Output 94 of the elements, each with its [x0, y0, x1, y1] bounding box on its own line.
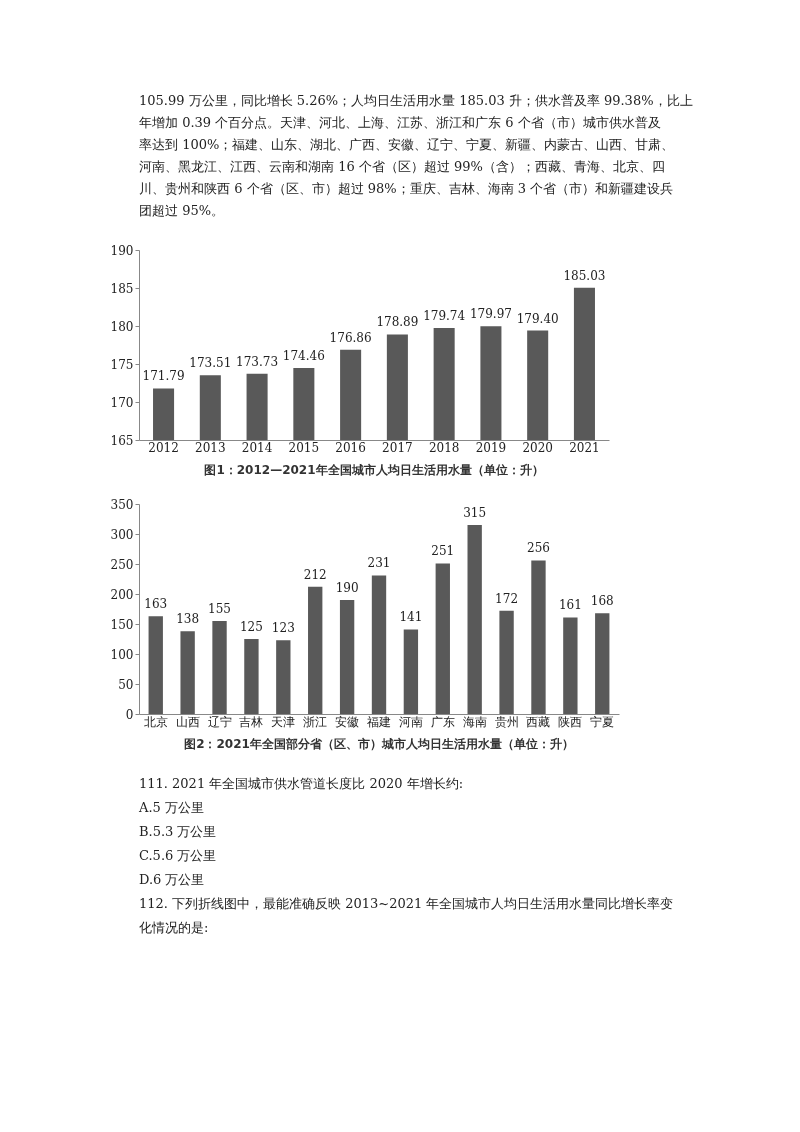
data-label: 163 [144, 597, 168, 612]
x-tick-label: 广东 [430, 714, 455, 729]
data-label: 179.97 [469, 307, 512, 322]
x-tick-label: 陕西 [558, 714, 583, 729]
bar [212, 621, 227, 714]
data-label: 168 [590, 594, 614, 609]
bar [467, 525, 482, 714]
x-tick-label: 西藏 [526, 714, 551, 729]
bar [403, 629, 419, 714]
y-tick-label: 0 [125, 707, 134, 722]
x-tick-label: 天津 [271, 714, 296, 729]
x-tick-label: 安徽 [335, 714, 360, 729]
x-tick-label: 2018 [428, 440, 460, 455]
text: 河南、黑龙江、江西、云南和湖南 16 个省（区）超过 99%（含）；西藏、青海、北京、四 [139, 159, 665, 174]
x-tick-label: 2019 [475, 440, 507, 455]
data-label: 174.46 [282, 349, 325, 364]
data-label: 231 [367, 556, 391, 571]
bar [563, 617, 578, 714]
x-tick-label: 2015 [288, 440, 320, 455]
data-label: 161 [558, 598, 582, 613]
x-tick-label: 山西 [175, 714, 200, 729]
x-tick-label: 河南 [398, 714, 423, 729]
x-tick-label: 福建 [367, 714, 391, 729]
x-tick-label: 吉林 [239, 714, 264, 729]
data-label: 256 [527, 541, 550, 556]
text: A.5 万公里 [138, 800, 204, 815]
x-tick-label: 海南 [462, 714, 487, 729]
text: C.5.6 万公里 [139, 848, 217, 863]
y-tick-label: 165 [110, 433, 134, 448]
bar [371, 575, 387, 714]
data-label: 212 [303, 567, 327, 582]
data-label: 125 [239, 620, 263, 634]
y-tick-label: 185 [110, 281, 134, 296]
bar [595, 613, 610, 714]
y-tick-label: 150 [110, 617, 134, 632]
x-tick-label: 2017 [382, 440, 413, 455]
text: D.6 万公里 [139, 872, 205, 887]
y-tick-label: 100 [110, 647, 134, 662]
x-tick-label: 2021 [569, 440, 600, 455]
data-label: 178.89 [376, 315, 419, 330]
y-tick-label: 170 [110, 395, 134, 410]
data-label: 173.73 [236, 354, 279, 369]
text: 化情况的是: [139, 920, 209, 935]
y-tick-label: 250 [110, 557, 134, 572]
data-label: 171.79 [142, 369, 185, 384]
text: 105.99 万公里，同比增长 5.26%；人均日生活用水量 185.03 升；供水普及率 99.38%，比上 [139, 93, 693, 108]
data-label: 155 [208, 602, 231, 616]
data-label: 179.74 [423, 308, 466, 323]
data-label: 179.40 [516, 311, 559, 326]
x-tick-label: 北京 [143, 714, 168, 729]
bar [339, 600, 355, 714]
text: 图1：2012—2021年全国城市人均日生活用水量（单位：升） [204, 463, 544, 477]
data-label: 123 [271, 621, 295, 636]
x-tick-label: 2016 [335, 440, 366, 455]
y-tick-label: 200 [110, 587, 134, 602]
x-tick-label: 贵州 [494, 714, 519, 729]
data-label: 190 [335, 581, 359, 595]
text: 团超过 95%。 [139, 203, 225, 218]
data-label: 173.51 [189, 356, 232, 371]
data-label: 172 [495, 591, 519, 606]
x-tick-label: 2013 [195, 440, 226, 455]
y-tick-label: 180 [110, 319, 134, 334]
y-tick-label: 350 [110, 497, 134, 512]
data-label: 141 [399, 610, 423, 625]
bar [499, 610, 514, 714]
data-label: 315 [463, 506, 487, 520]
bar [435, 563, 450, 714]
data-label: 185.03 [563, 268, 606, 283]
bar [148, 616, 163, 714]
text: 率达到 100%；福建、山东、湖北、广西、安徽、辽宁、宁夏、新疆、内蒙古、山西、甘肃、 [139, 137, 675, 152]
bar [244, 639, 259, 714]
x-tick-label: 宁夏 [590, 714, 615, 729]
y-tick-label: 190 [110, 243, 134, 258]
x-tick-label: 2012 [148, 440, 179, 455]
bar [531, 560, 546, 714]
data-label: 138 [176, 612, 200, 627]
y-tick-label: 50 [118, 677, 134, 692]
x-tick-label: 2020 [522, 440, 553, 455]
y-tick-label: 175 [110, 357, 134, 372]
text: 川、贵州和陕西 6 个省（区、市）超过 98%；重庆、吉林、海南 3 个省（市）和新疆建设兵 [139, 181, 674, 196]
text: 111. 2021 年全国城市供水管道长度比 2020 年增长约: [139, 776, 464, 791]
data-label: 251 [431, 544, 455, 559]
data-label: 176.86 [329, 330, 372, 345]
text: 年增加 0.39 个百分点。天津、河北、上海、江苏、浙江和广东 6 个省（市）城市供水普及 [139, 115, 661, 130]
text: 112. 下列折线图中，最能准确反映 2013~2021 年全国城市人均日生活用水量同比增长率变 [139, 896, 674, 911]
text: 图2：2021年全国部分省（区、市）城市人均日生活用水量（单位：升） [184, 737, 574, 751]
bar [308, 586, 323, 714]
x-tick-label: 浙江 [303, 714, 328, 729]
bar [276, 640, 291, 714]
y-tick-label: 300 [110, 527, 134, 542]
bar [180, 631, 195, 714]
text: B.5.3 万公里 [139, 824, 217, 839]
x-tick-label: 辽宁 [207, 714, 232, 729]
x-tick-label: 2014 [241, 440, 273, 455]
